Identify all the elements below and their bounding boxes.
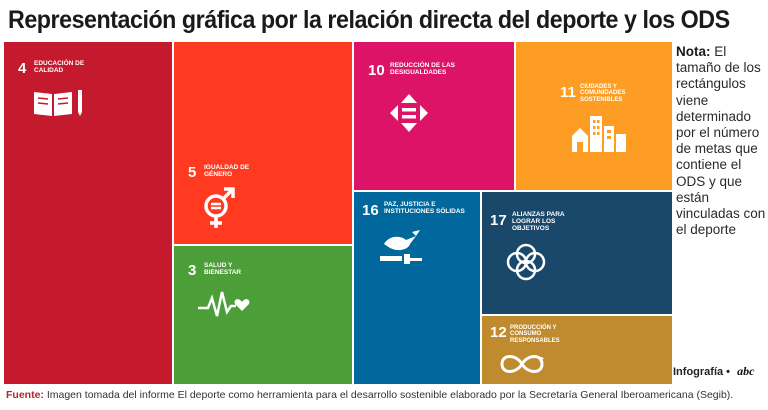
note-label: Nota: — [676, 44, 711, 59]
tile-name: ALIANZAS PARA LOGRAR LOS OBJETIVOS — [512, 211, 565, 232]
tile-ods-11: 11 CIUDADES Y COMUNIDADES SOSTENIBLES — [516, 42, 672, 190]
tile-ods-3: 3 SALUD Y BIENESTAR — [174, 246, 352, 384]
credit-text: Infografía • — [673, 366, 731, 378]
credit: Infografía • abc — [673, 364, 754, 379]
brand-logo: abc — [737, 364, 755, 378]
tile-ods-5: 5 IGUALDAD DE GÉNERO — [174, 42, 352, 244]
tile-name: CIUDADES Y COMUNIDADES SOSTENIBLES — [580, 84, 626, 103]
book-pencil-icon — [30, 86, 86, 123]
chart-title: Representación gráfica por la relación d… — [8, 6, 730, 34]
tile-number: 10 — [368, 62, 385, 79]
tile-number: 4 — [18, 60, 27, 77]
tile-name: IGUALDAD DE GÉNERO — [204, 164, 250, 178]
source-line: Fuente: Imagen tomada del informe El dep… — [0, 386, 768, 410]
city-buildings-icon — [570, 112, 628, 157]
tile-number: 11 — [560, 84, 576, 101]
tile-ods-17: 17 ALIANZAS PARA LOGRAR LOS OBJETIVOS — [482, 192, 672, 314]
equality-arrows-icon — [388, 92, 430, 139]
tile-number: 16 — [362, 202, 379, 219]
source-text: Imagen tomada del informe El deporte com… — [46, 389, 734, 401]
tile-name: REDUCCIÓN DE LAS DESIGUALDADES — [390, 62, 456, 76]
tile-name: PRODUCCIÓN Y CONSUMO RESPONSABLES — [510, 325, 560, 344]
tile-number: 5 — [188, 164, 197, 181]
note: Nota: El tamaño de los rectángulos viene… — [676, 44, 766, 344]
tile-name: SALUD Y BIENESTAR — [204, 262, 242, 276]
tile-name: EDUCACIÓN DE CALIDAD — [34, 60, 85, 74]
heartbeat-icon — [198, 288, 252, 325]
tile-ods-16: 16 PAZ, JUSTICIA E INSTITUCIONES SÓLIDAS — [354, 192, 480, 384]
tile-number: 12 — [490, 324, 507, 341]
tile-number: 17 — [490, 212, 507, 229]
tile-name: PAZ, JUSTICIA E INSTITUCIONES SÓLIDAS — [384, 201, 465, 215]
source-label: Fuente: — [6, 389, 44, 401]
gender-equality-icon — [202, 186, 236, 235]
dove-gavel-icon — [376, 230, 426, 271]
tile-ods-10: 10 REDUCCIÓN DE LAS DESIGUALDADES — [354, 42, 514, 190]
tile-ods-4: 4 EDUCACIÓN DE CALIDAD — [4, 42, 172, 384]
infinity-icon — [498, 352, 546, 381]
tile-ods-12: 12 PRODUCCIÓN Y CONSUMO RESPONSABLES — [482, 316, 672, 384]
note-text: El tamaño de los rectángulos viene deter… — [676, 44, 766, 238]
treemap: 4 EDUCACIÓN DE CALIDAD 5 IGUALDAD DE GÉN… — [0, 42, 672, 384]
tile-number: 3 — [188, 262, 197, 279]
interlocking-rings-icon — [504, 240, 548, 289]
